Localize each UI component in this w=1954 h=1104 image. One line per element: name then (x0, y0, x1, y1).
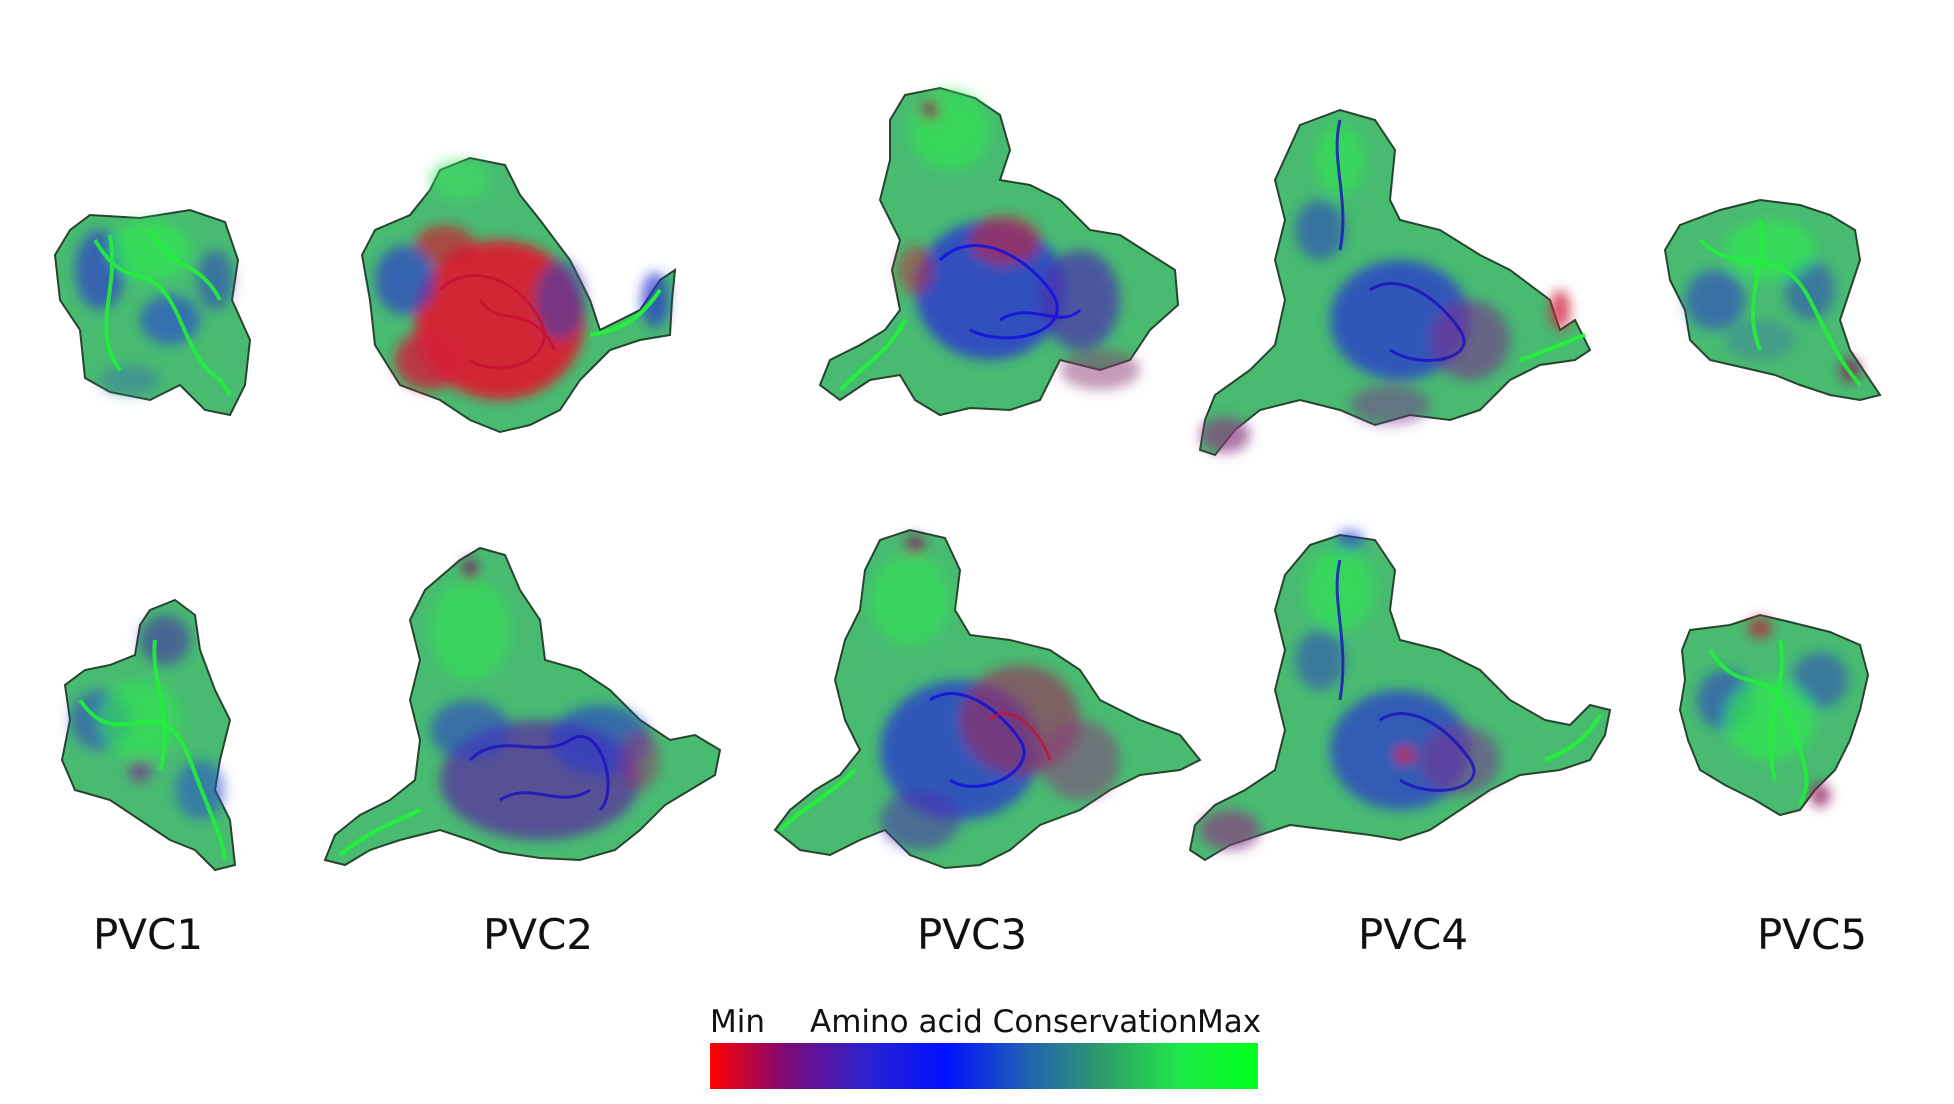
protein-label-pvc1: PVC1 (92, 910, 204, 959)
colorbar-min-label: Min (710, 1004, 766, 1040)
pvc1-structure-back (60, 598, 237, 872)
colorbar-title: Amino acid Conservation (810, 1004, 1198, 1040)
conservation-colorbar (710, 1043, 1258, 1089)
pvc2-structure-back (323, 546, 722, 867)
protein-label-pvc3: PVC3 (916, 910, 1028, 959)
protein-label-pvc4: PVC4 (1357, 910, 1469, 959)
pvc5-structure-front (1663, 198, 1882, 402)
colorbar-max-label: Max (1197, 1004, 1262, 1040)
pvc3-structure-front (818, 86, 1180, 417)
pvc3-structure-back (773, 528, 1202, 870)
pvc5-structure-back (1678, 613, 1870, 817)
pvc1-structure-front (53, 208, 252, 417)
protein-label-pvc2: PVC2 (482, 910, 594, 959)
protein-label-pvc5: PVC5 (1756, 910, 1868, 959)
pvc4-structure-back (1188, 530, 1612, 862)
pvc2-structure-front (360, 156, 677, 434)
pvc4-structure-front (1198, 108, 1592, 457)
